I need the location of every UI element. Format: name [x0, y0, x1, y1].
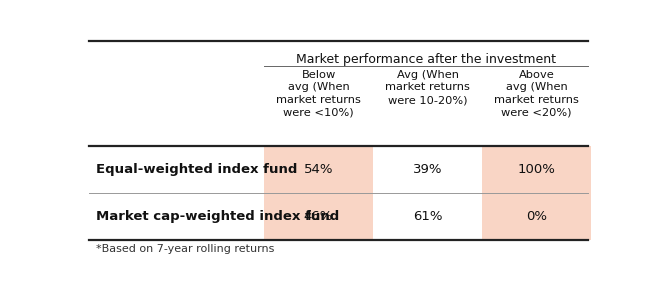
- Bar: [482, 193, 591, 240]
- Text: 54%: 54%: [304, 163, 333, 176]
- Text: Below
avg (When
market returns
were <10%): Below avg (When market returns were <10%…: [276, 69, 361, 118]
- Text: 39%: 39%: [412, 163, 442, 176]
- Text: Market cap-weighted index fund: Market cap-weighted index fund: [96, 210, 339, 223]
- Text: 0%: 0%: [526, 210, 547, 223]
- Text: 100%: 100%: [517, 163, 556, 176]
- Text: *Based on 7-year rolling returns: *Based on 7-year rolling returns: [96, 244, 275, 253]
- Bar: [264, 146, 373, 193]
- Bar: [264, 193, 373, 240]
- Text: Avg (When
market returns
were 10-20%): Avg (When market returns were 10-20%): [385, 69, 470, 105]
- Text: Equal-weighted index fund: Equal-weighted index fund: [96, 163, 298, 176]
- Text: 61%: 61%: [412, 210, 442, 223]
- Text: Above
avg (When
market returns
were <20%): Above avg (When market returns were <20%…: [494, 69, 579, 118]
- Bar: [482, 146, 591, 193]
- Text: Market performance after the investment: Market performance after the investment: [296, 53, 556, 66]
- Text: 46%: 46%: [304, 210, 333, 223]
